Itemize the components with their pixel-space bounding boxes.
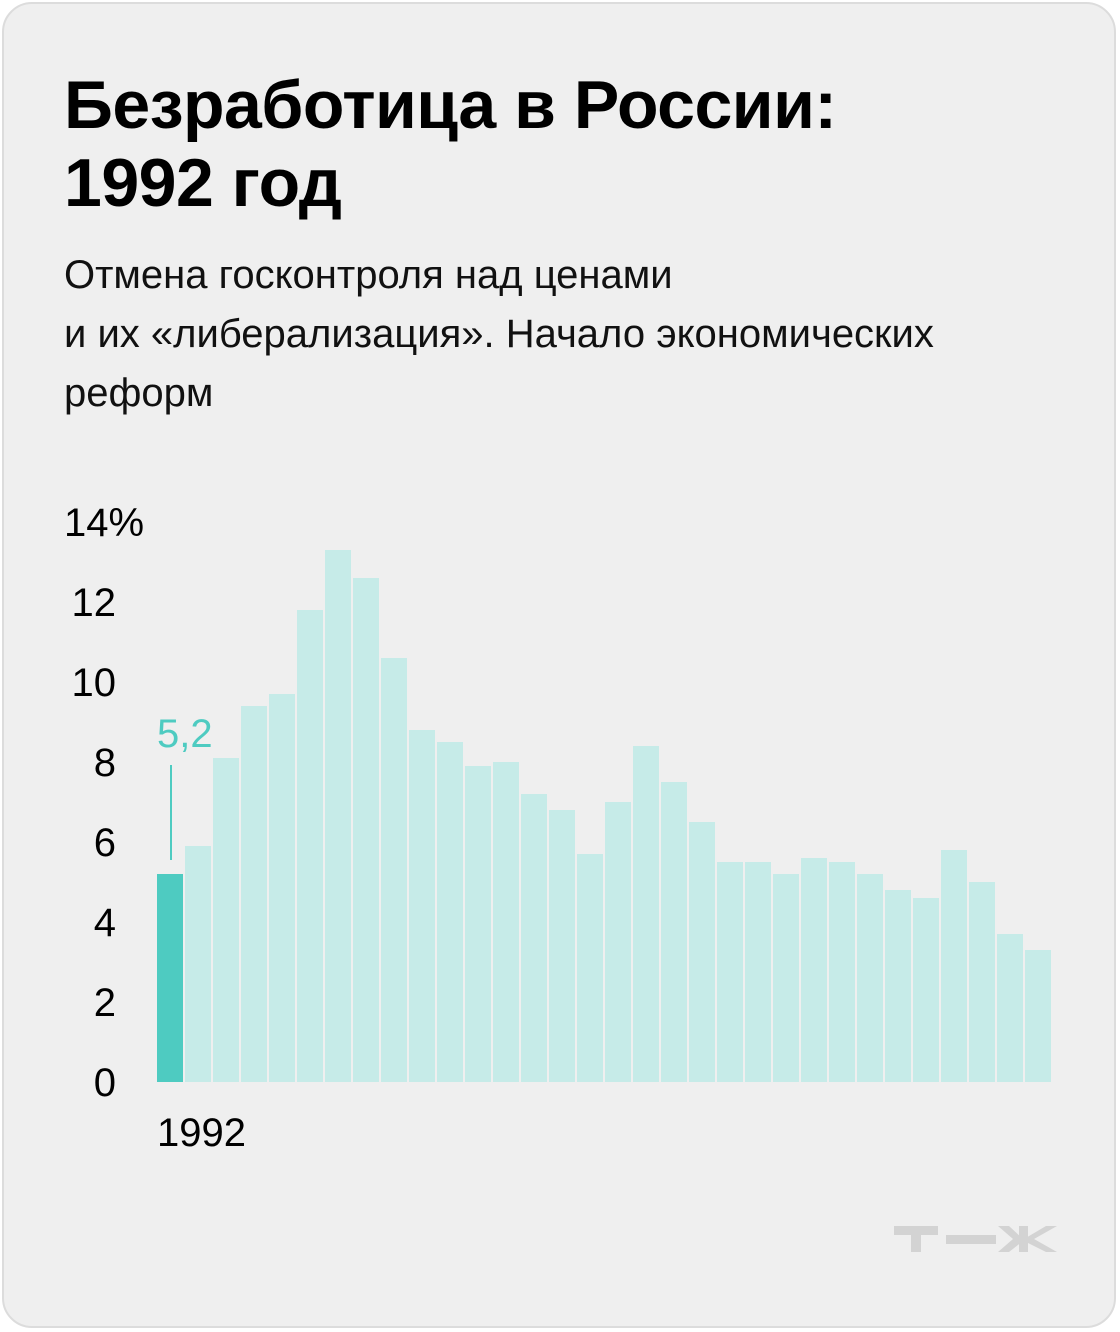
bar — [689, 822, 715, 1082]
bar — [801, 858, 827, 1082]
bar — [185, 846, 211, 1082]
page-title: Безработица в России: 1992 год — [64, 66, 1064, 222]
logo-mark — [894, 1226, 1057, 1252]
bar — [857, 874, 883, 1082]
x-axis: 1992 — [157, 1111, 246, 1155]
bar — [437, 742, 463, 1082]
subtitle-line-1: Отмена госконтроля над ценами — [64, 253, 673, 297]
x-tick-label: 1992 — [157, 1111, 246, 1155]
bar — [381, 658, 407, 1082]
bar — [297, 610, 323, 1082]
bar — [885, 890, 911, 1082]
bar-highlighted — [157, 874, 183, 1082]
bar — [773, 874, 799, 1082]
bar — [241, 706, 267, 1082]
y-tick-label: 2 — [94, 981, 116, 1025]
bar — [969, 882, 995, 1082]
bar — [997, 934, 1023, 1082]
subtitle-line-3: реформ — [64, 371, 214, 415]
chart-subtitle: Отмена госконтроля над ценами и их «либе… — [64, 246, 1074, 423]
bar — [353, 578, 379, 1082]
bar — [633, 746, 659, 1082]
bar — [493, 762, 519, 1082]
y-tick-label: 10 — [72, 661, 117, 705]
bar — [717, 862, 743, 1082]
y-axis: 14% 12 10 8 6 4 2 0 — [64, 501, 144, 1105]
y-tick-label: 4 — [94, 901, 116, 945]
bar — [325, 550, 351, 1082]
bar — [913, 898, 939, 1082]
highlight-annotation: 5,2 — [157, 712, 213, 860]
y-tick-label: 0 — [94, 1061, 116, 1105]
bar — [269, 694, 295, 1082]
bar — [941, 850, 967, 1082]
title-line-2: 1992 год — [64, 145, 342, 221]
bar — [661, 782, 687, 1082]
bar — [521, 794, 547, 1082]
bars-group — [157, 550, 1051, 1082]
y-tick-label: 12 — [72, 581, 117, 625]
bar — [577, 854, 603, 1082]
tzh-logo — [894, 1226, 1057, 1252]
bar — [549, 810, 575, 1082]
y-tick-label: 14% — [64, 501, 144, 545]
bar — [409, 730, 435, 1082]
bar — [829, 862, 855, 1082]
bar — [745, 862, 771, 1082]
bar — [465, 766, 491, 1082]
highlight-value-label: 5,2 — [157, 712, 213, 756]
bar — [605, 802, 631, 1082]
bar — [1025, 950, 1051, 1082]
title-line-1: Безработица в России: — [64, 67, 837, 143]
y-tick-label: 6 — [94, 821, 116, 865]
subtitle-line-2: и их «либерализация». Начало экономическ… — [64, 312, 934, 356]
y-tick-label: 8 — [94, 741, 116, 785]
bar — [213, 758, 239, 1082]
